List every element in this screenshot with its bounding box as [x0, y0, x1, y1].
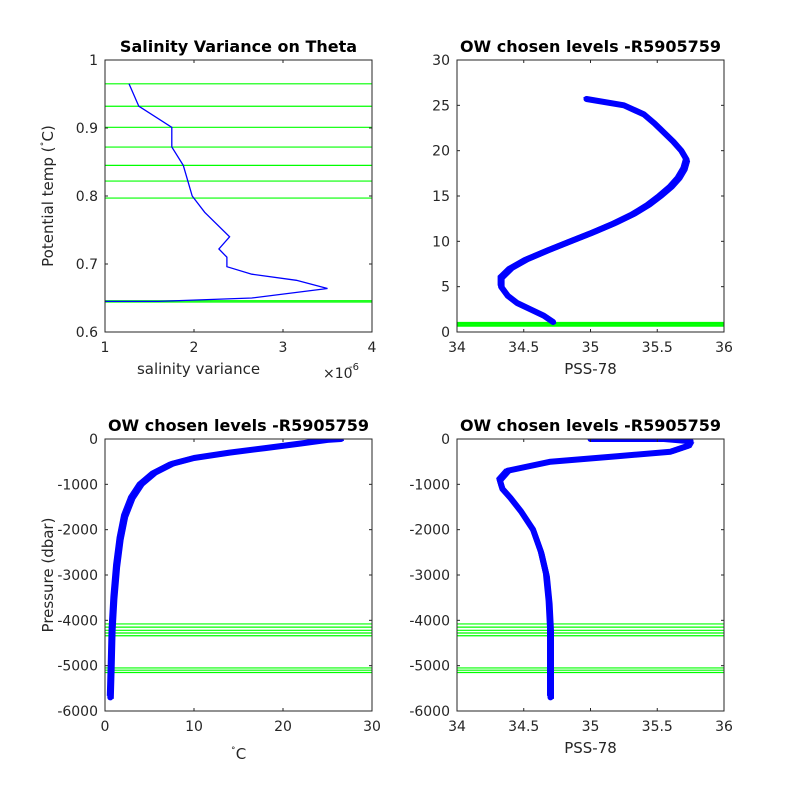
y-tick-label: -5000	[409, 659, 450, 675]
degree-mark: ˚	[231, 746, 236, 758]
y-axis-label-text: Pressure (dbar)	[39, 518, 57, 633]
chosen-levels	[105, 83, 372, 303]
y-tick-label: 25	[432, 98, 450, 114]
x-axis-label: PSS-78	[564, 739, 617, 757]
y-tick-label: -6000	[409, 704, 450, 720]
y-tick-label: -6000	[57, 704, 98, 720]
y-tick-label: 0	[441, 432, 450, 448]
chart-title: Salinity Variance on Theta	[120, 37, 357, 56]
y-tick-label: -2000	[57, 523, 98, 539]
y-axis-label-text: Potential temp (	[39, 146, 57, 266]
y-tick-label: 0	[89, 432, 98, 448]
series-group	[105, 83, 328, 303]
x-axis-label: salinity variance	[137, 360, 260, 378]
y-tick-label: -4000	[409, 613, 450, 629]
y-tick-label: -1000	[57, 477, 98, 493]
x-tick-label: 34.5	[508, 719, 539, 735]
x-tick-label: 30	[363, 719, 381, 735]
x-tick-label: 34	[448, 340, 466, 356]
series-group	[497, 96, 691, 325]
x-tick-label: 35.5	[642, 340, 673, 356]
chosen-levels	[457, 321, 724, 327]
x-tick-label: 35	[582, 719, 600, 735]
y-tick-label: 0.7	[76, 257, 98, 273]
x-tick-label: 10	[185, 719, 203, 735]
x-tick-label: 35.5	[642, 719, 673, 735]
series-group	[106, 439, 344, 701]
profile-line	[502, 440, 695, 699]
x-tick-label: 36	[715, 719, 733, 735]
x-tick-label: 3	[279, 340, 288, 356]
y-axis-label: Potential temp (˚C)	[39, 125, 57, 267]
x-tick-label: 34	[448, 719, 466, 735]
x-axis-label: ˚C	[231, 745, 246, 763]
profile-line	[112, 440, 344, 699]
profile-band	[496, 439, 694, 701]
series-line	[105, 83, 328, 303]
x-tick-label: 20	[274, 719, 292, 735]
y-tick-label: -3000	[409, 568, 450, 584]
x-tick-label: 0	[101, 719, 110, 735]
x-exponent-power: -6	[349, 362, 359, 373]
chosen-levels	[105, 623, 372, 674]
x-tick-label: 36	[715, 340, 733, 356]
y-tick-label: 0.8	[76, 189, 98, 205]
y-tick-label: 0	[441, 325, 450, 341]
x-tick-label: 4	[368, 340, 377, 356]
y-tick-label: 30	[432, 53, 450, 69]
x-tick-label: 34.5	[508, 340, 539, 356]
y-tick-label: 0.9	[76, 121, 98, 137]
profile-line	[503, 100, 691, 324]
x-tick-label: 1	[101, 340, 110, 356]
y-tick-label: -2000	[409, 523, 450, 539]
chosen-levels	[457, 623, 724, 674]
x-axis-unit: C	[236, 745, 246, 763]
y-tick-label: 10	[432, 234, 450, 250]
y-axis-label: Pressure (dbar)	[39, 518, 57, 633]
y-tick-label: 5	[441, 280, 450, 296]
y-tick-label: 20	[432, 144, 450, 160]
chart-title: OW chosen levels -R5905759	[460, 37, 721, 56]
y-tick-label: 15	[432, 189, 450, 205]
profile-band	[107, 439, 344, 701]
y-tick-label: 0.6	[76, 325, 98, 341]
x-axis-label: PSS-78	[564, 360, 617, 378]
profile-line	[106, 439, 324, 696]
chart-panel-3: 0 10 20 30 -6000 -5000 -4000 -3000 -2000 -1000 0 OW…	[39, 416, 381, 763]
x-exponent-label: ×10	[323, 366, 353, 382]
chart-title: OW chosen levels -R5905759	[108, 416, 369, 435]
chart-panel-1: 1 2 3 4 0.6 0.7 0.8 0.9 1 Salinity Variance on Th…	[39, 37, 377, 382]
y-tick-label: -3000	[57, 568, 98, 584]
y-tick-label: -1000	[409, 477, 450, 493]
series-group	[496, 439, 695, 701]
chart-panel-4: 34 34.5 35 35.5 36 -6000 -5000 -4000 -3000 -2000 -…	[409, 416, 733, 757]
x-tick-label: 2	[190, 340, 199, 356]
x-tick-label: 35	[582, 340, 600, 356]
chart-title: OW chosen levels -R5905759	[460, 416, 721, 435]
profile-line	[496, 439, 689, 696]
profile-line	[497, 97, 685, 321]
y-axis-unit: C)	[39, 125, 57, 141]
y-tick-label: -4000	[57, 613, 98, 629]
y-tick-label: 1	[89, 53, 98, 69]
y-tick-label: -5000	[57, 659, 98, 675]
chart-panel-2: 34 34.5 35 35.5 36 0 5 10 15 20 25 30 OW chosen leve…	[432, 37, 733, 378]
degree-mark: ˚	[40, 141, 52, 146]
profile-band	[498, 96, 690, 325]
